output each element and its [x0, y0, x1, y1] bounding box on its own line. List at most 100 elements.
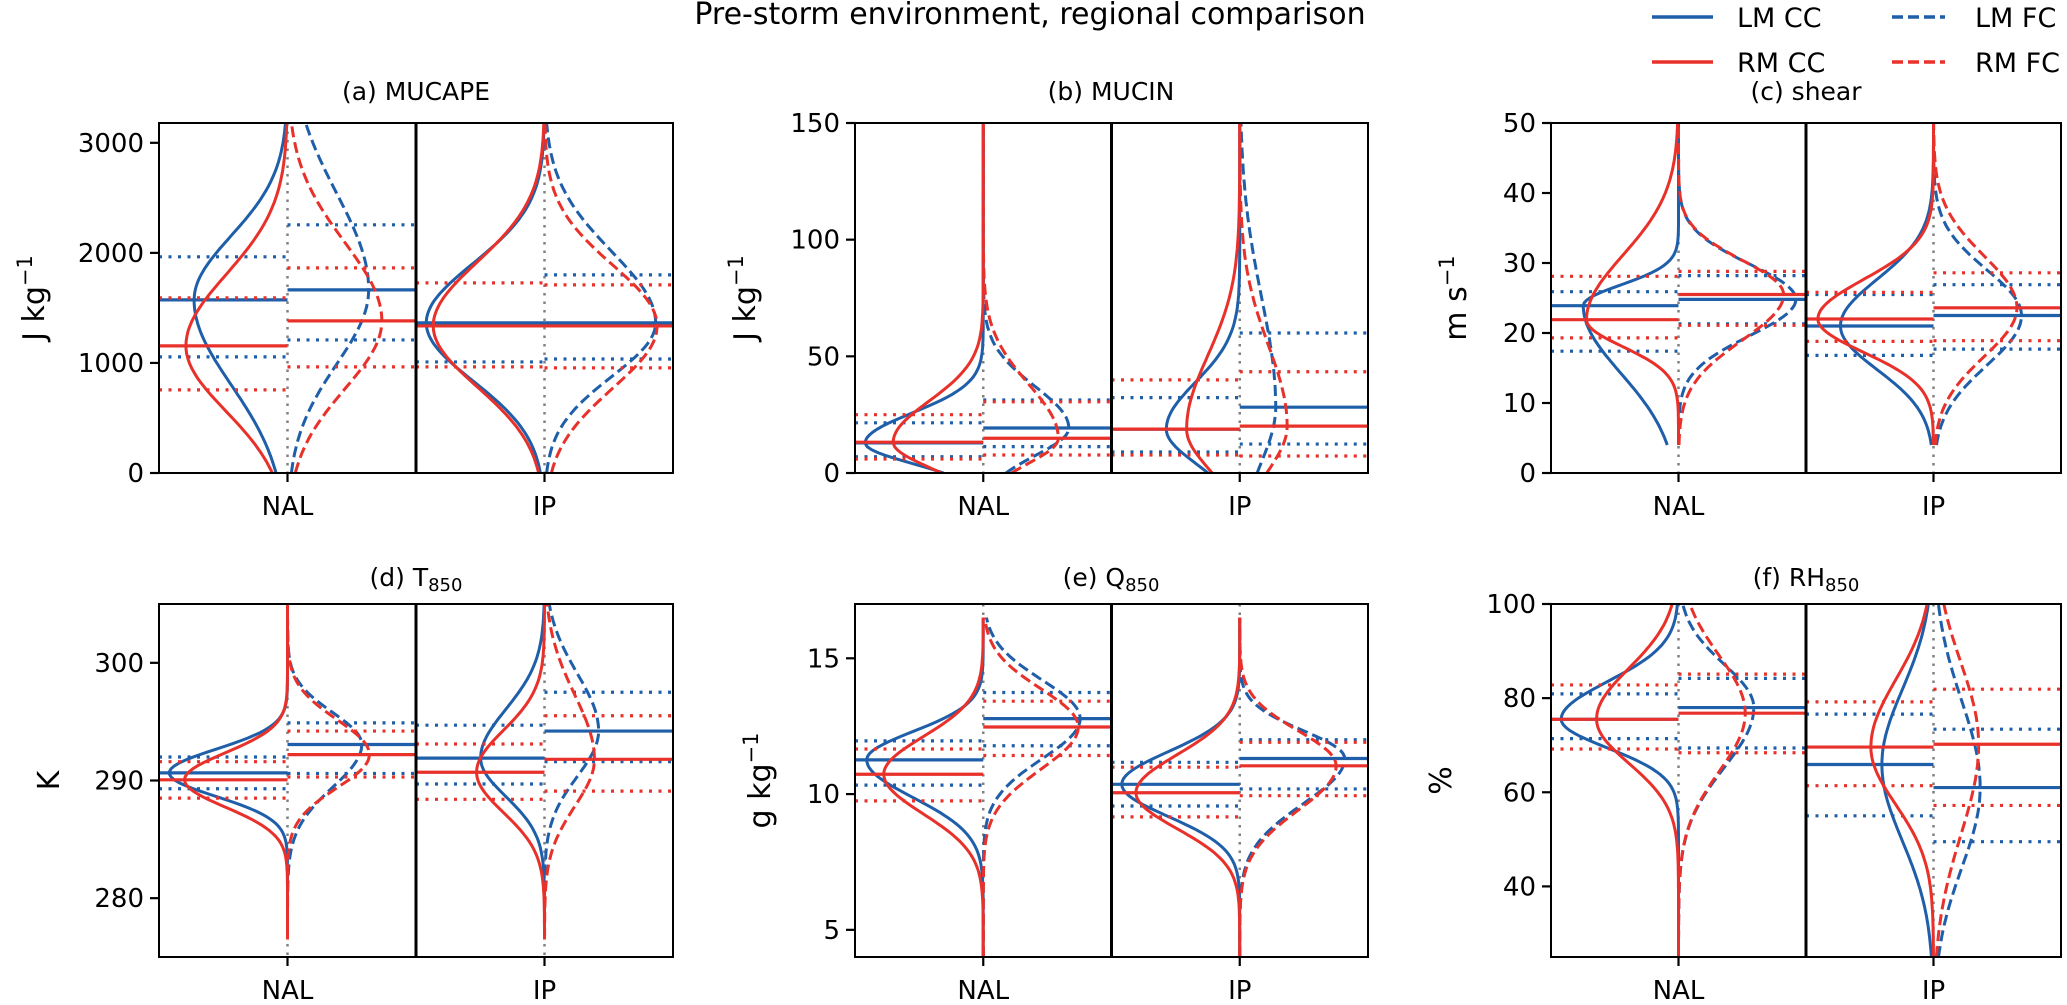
violin-nal-lm-fc — [286, 604, 364, 940]
violin-nal-rm-fc — [290, 123, 384, 473]
violin-nal-lm-fc — [981, 123, 1071, 473]
x-tick-label: NAL — [1653, 492, 1705, 522]
x-tick-label: NAL — [957, 492, 1009, 522]
violin-nal-lm-cc — [865, 617, 985, 957]
x-tick-label: NAL — [1653, 976, 1705, 1005]
plot-area — [1551, 123, 2061, 473]
violin-nal-lm-cc — [192, 123, 287, 473]
violin-nal-rm-cc — [1584, 123, 1680, 445]
violin-nal-rm-fc — [1677, 123, 1786, 446]
figure-title: Pre-storm environment, regional comparis… — [694, 0, 1365, 32]
violin-ip-rm-fc — [1238, 617, 1338, 957]
y-tick-label: 290 — [94, 767, 144, 797]
y-tick-label: 150 — [790, 109, 840, 139]
y-tick-label: 0 — [823, 459, 840, 489]
x-tick-label: IP — [1922, 976, 1945, 1005]
violin-nal-lm-fc — [981, 617, 1082, 957]
violin-nal-rm-cc — [891, 123, 985, 473]
violin-nal-lm-fc — [1677, 604, 1756, 957]
violin-ip-rm-fc — [1238, 123, 1289, 473]
y-axis-label: J kg−1 — [724, 255, 763, 343]
violin-ip-lm-fc — [1932, 123, 2024, 446]
y-tick-label: 60 — [1503, 778, 1536, 808]
plot-area — [855, 123, 1368, 473]
panel-title: (e) Q850 — [1063, 563, 1160, 596]
y-axis-label: g kg−1 — [739, 733, 778, 829]
violin-ip-rm-cc — [1134, 617, 1242, 957]
legend-label-lm-fc: LM FC — [1975, 3, 2056, 34]
panel-f: NAL IP 40 60 80 100 (f) RH850% — [1424, 563, 2062, 1005]
legend: LM CC LM FC RM CC RM FC — [1652, 3, 2060, 79]
violin-ip-lm-cc — [1880, 604, 1933, 957]
plot-area — [1551, 604, 2061, 957]
x-tick-label: NAL — [262, 976, 314, 1005]
panel-b: NAL IP 0 50 100 150 (b) MUCIN J kg−1 — [724, 77, 1369, 522]
y-tick-label: 15 — [807, 644, 840, 674]
x-tick-label: IP — [533, 492, 556, 522]
violin-ip-lm-cc — [1120, 617, 1242, 957]
y-tick-label: 10 — [1503, 389, 1536, 419]
legend-label-rm-cc: RM CC — [1737, 48, 1825, 79]
violin-nal-lm-fc — [289, 123, 371, 473]
plot-area — [855, 604, 1368, 957]
x-tick-label: IP — [1228, 492, 1251, 522]
violin-nal-rm-fc — [1677, 604, 1747, 957]
violin-ip-lm-fc — [1239, 123, 1278, 473]
y-axis-label: J kg−1 — [13, 255, 52, 343]
panel-title: (f) RH850 — [1753, 563, 1860, 596]
y-tick-label: 50 — [1503, 109, 1536, 139]
y-tick-label: 0 — [127, 459, 144, 489]
y-tick-label: 280 — [94, 884, 144, 914]
violin-nal-lm-cc — [1559, 604, 1680, 957]
x-tick-label: NAL — [262, 492, 314, 522]
violin-ip-rm-cc — [431, 123, 546, 473]
plot-area — [159, 604, 673, 957]
y-tick-label: 100 — [790, 226, 840, 256]
violin-ip-rm-fc — [543, 604, 596, 940]
violin-nal-rm-fc — [286, 604, 371, 940]
y-tick-label: 100 — [1486, 590, 1536, 620]
violin-ip-lm-fc — [1238, 617, 1347, 957]
violin-nal-lm-cc — [1581, 123, 1680, 446]
x-tick-label: IP — [1922, 492, 1945, 522]
legend-label-rm-fc: RM FC — [1975, 48, 2060, 79]
violin-ip-lm-cc — [424, 123, 546, 473]
violin-nal-rm-fc — [981, 617, 1080, 957]
y-tick-label: 1000 — [78, 349, 144, 379]
violin-ip-rm-cc — [1185, 123, 1242, 473]
violin-ip-lm-fc — [1936, 604, 1982, 957]
x-tick-label: IP — [1228, 976, 1251, 1005]
x-tick-label: NAL — [957, 976, 1009, 1005]
x-tick-label: IP — [533, 976, 556, 1005]
violin-nal-lm-fc — [1677, 123, 1798, 446]
y-tick-label: 30 — [1503, 249, 1536, 279]
legend-label-lm-cc: LM CC — [1737, 3, 1822, 34]
violin-nal-lm-cc — [863, 123, 985, 473]
panel-a: NAL IP 0 1000 2000 3000 (a) MUCAPE J kg−1 — [13, 77, 674, 522]
panel-title: (d) T850 — [370, 563, 463, 596]
violin-nal-rm-fc — [981, 123, 1060, 473]
violin-ip-rm-cc — [1869, 604, 1935, 957]
panel-title: (a) MUCAPE — [342, 77, 490, 106]
panel-d: NAL IP 280 290 300 (d) T850 K — [32, 563, 674, 1005]
violin-ip-rm-fc — [1932, 123, 2019, 446]
plot-area — [159, 123, 673, 473]
y-tick-label: 0 — [1519, 459, 1536, 489]
y-tick-label: 80 — [1503, 684, 1536, 714]
y-axis-label: m s−1 — [1435, 255, 1474, 340]
violin-ip-rm-cc — [1816, 123, 1935, 445]
y-tick-label: 3000 — [78, 129, 144, 159]
violin-ip-lm-fc — [545, 123, 658, 473]
panel-e: NAL IP 5 10 15 (e) Q850 g kg−1 — [739, 563, 1369, 1005]
y-axis-label: K — [32, 769, 67, 790]
violin-ip-lm-fc — [543, 604, 601, 940]
violin-ip-rm-fc — [543, 123, 659, 473]
y-tick-label: 40 — [1503, 872, 1536, 902]
y-tick-label: 50 — [807, 342, 840, 372]
violin-nal-rm-cc — [882, 617, 985, 957]
y-tick-label: 40 — [1503, 179, 1536, 209]
y-tick-label: 2000 — [78, 239, 144, 269]
y-tick-label: 5 — [823, 916, 840, 946]
y-tick-label: 300 — [94, 649, 144, 679]
